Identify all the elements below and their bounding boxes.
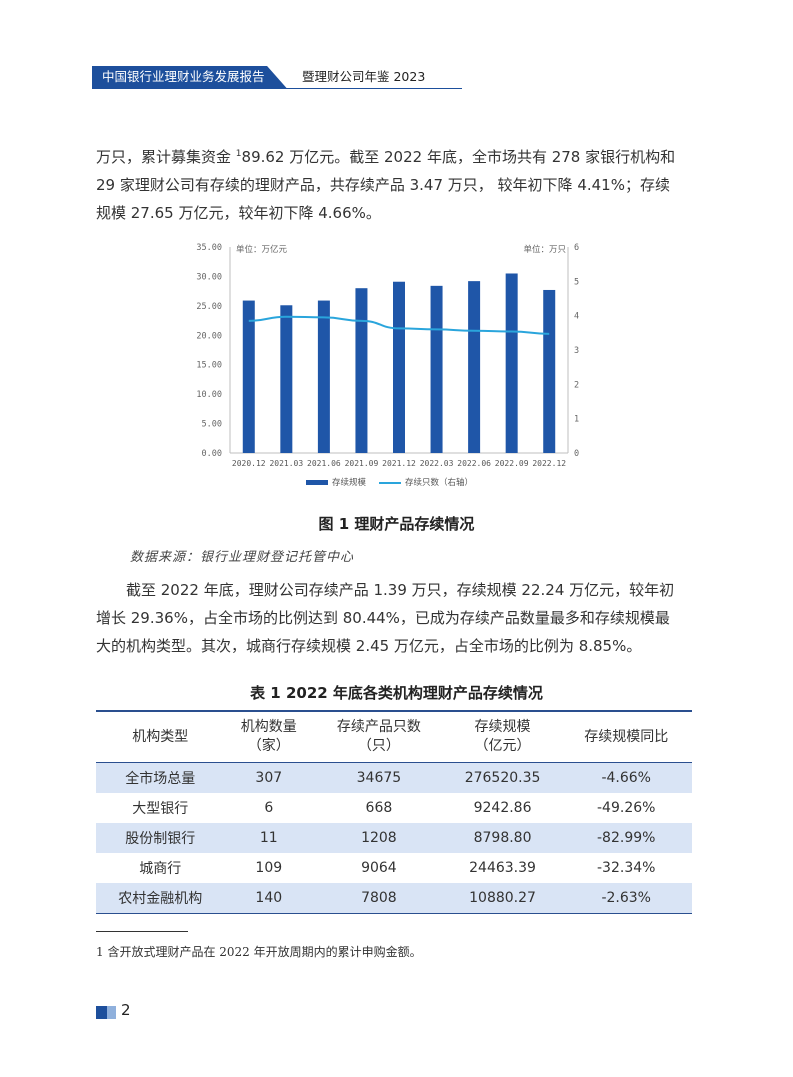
- bar: [317, 300, 330, 453]
- table-header-cell: 机构类型: [96, 710, 225, 763]
- table-cell: 8798.80: [444, 823, 561, 853]
- x-tick-label: 2020.12: [232, 459, 266, 468]
- table-header-cell: 存续规模 （亿元）: [444, 710, 561, 763]
- bar: [505, 273, 518, 453]
- x-tick-label: 2021.09: [345, 459, 379, 468]
- intro-paragraph: 万只，累计募集资金 189.62 万亿元。截至 2022 年底，全市场共有 27…: [96, 140, 696, 227]
- y-right-tick-label: 5: [574, 277, 579, 287]
- body-line-2: 增长 29.36%，占全市场的比例达到 80.44%，已成为存续产品数量最多和存…: [96, 609, 670, 627]
- bar: [543, 289, 556, 453]
- intro-line-1: 万只，累计募集资金 189.62 万亿元。截至 2022 年底，全市场共有 27…: [96, 148, 676, 166]
- figure-caption: 图 1 理财产品存续情况: [318, 515, 475, 533]
- report-subtitle: 暨理财公司年鉴 2023: [302, 69, 426, 84]
- x-tick-label: 2021.12: [382, 459, 416, 468]
- legend-label: 存续规模: [332, 477, 367, 488]
- table-header-cell: 存续规模同比: [560, 710, 692, 763]
- bar: [355, 288, 368, 453]
- y-left-tick-label: 30.00: [196, 272, 222, 282]
- x-tick-label: 2022.09: [495, 459, 529, 468]
- body-paragraph: 截至 2022 年底，理财公司存续产品 1.39 万只，存续规模 22.24 万…: [96, 576, 696, 660]
- table-cell: 股份制银行: [96, 823, 225, 853]
- table-cell: -4.66%: [560, 762, 692, 793]
- y-right-tick-label: 2: [574, 380, 579, 390]
- table-cell: -32.34%: [597, 860, 656, 876]
- data-source: 数据来源：银行业理财登记托管中心: [130, 550, 355, 565]
- table-cell: 668: [365, 800, 393, 816]
- y-right-tick-label: 3: [574, 346, 579, 356]
- table-row: 农村金融机构 140 7808 10880.27 -2.63%: [96, 883, 692, 914]
- legend-label: 存续只数（右轴）: [405, 477, 473, 488]
- table-cell: 大型银行: [132, 801, 189, 817]
- x-tick-label: 2022.06: [457, 459, 491, 468]
- y-left-tick-label: 0.00: [202, 449, 222, 459]
- y-left-tick-label: 20.00: [196, 331, 222, 341]
- intro-line-3: 规模 27.65 万亿元，较年初下降 4.66%。: [96, 204, 381, 222]
- table-cell: 6: [264, 800, 274, 816]
- table-cell: 109: [255, 860, 283, 876]
- y-left-tick-label: 35.00: [196, 243, 222, 253]
- y-right-tick-label: 6: [574, 243, 579, 253]
- table-cell: 307: [224, 762, 314, 793]
- series-line: [248, 315, 550, 335]
- table-cell: 城商行: [139, 861, 182, 877]
- table-row: 大型银行 6 668 9242.86 -49.26%: [96, 793, 692, 823]
- table-header-cell: 机构数量 （家）: [224, 710, 314, 763]
- y-right-tick-label: 4: [574, 312, 579, 322]
- y-left-tick-label: 5.00: [202, 420, 222, 430]
- x-tick-label: 2021.03: [269, 459, 303, 468]
- y-right-tick-label: 0: [574, 449, 579, 459]
- y-right-unit-label: 单位：万只: [523, 244, 566, 255]
- table-row: 股份制银行 11 1208 8798.80 -82.99%: [96, 823, 692, 853]
- table-cell: -2.63%: [560, 883, 692, 914]
- table-cell: 农村金融机构: [96, 883, 225, 914]
- institution-table: 机构类型 机构数量 （家） 存续产品只数 （只） 存续规模 （亿元） 存续规模同比 全市…: [96, 710, 692, 914]
- bar: [468, 281, 481, 453]
- table-row: 全市场总量 307 34675 276520.35 -4.66%: [96, 762, 692, 793]
- y-left-tick-label: 25.00: [196, 302, 222, 312]
- legend-swatch-bar: [306, 480, 328, 485]
- table-row: 城商行 109 9064 24463.39 -32.34%: [96, 853, 692, 883]
- table-cell: 1208: [313, 823, 445, 853]
- table-header-cell: 存续产品只数 （只）: [313, 710, 445, 763]
- table-cell: 10880.27: [444, 883, 561, 914]
- x-tick-label: 2022.12: [532, 459, 566, 468]
- page-marker: [96, 1006, 116, 1019]
- bar: [242, 300, 255, 453]
- table-cell: -82.99%: [560, 823, 692, 853]
- table-cell: 全市场总量: [96, 762, 225, 793]
- table-cell: -49.26%: [597, 800, 656, 816]
- footnote: 1 含开放式理财产品在 2022 年开放周期内的累计申购金额。: [96, 945, 422, 959]
- table-cell: 24463.39: [469, 860, 536, 876]
- y-left-tick-label: 10.00: [196, 390, 222, 400]
- table-cell: 140: [224, 883, 314, 914]
- y-left-unit-label: 单位：万亿元: [236, 244, 288, 255]
- page-header: 中国银行业理财业务发展报告 暨理财公司年鉴 2023: [92, 66, 462, 90]
- stock-chart: 0.00 5.00 10.00 15.00 20.00 25.00 30.00 35.00 0 1…: [196, 243, 579, 488]
- table-title: 表 1 2022 年底各类机构理财产品存续情况: [250, 684, 543, 702]
- x-tick-label: 2022.03: [420, 459, 454, 468]
- bar: [280, 305, 293, 453]
- table-cell: 34675: [313, 762, 445, 793]
- table-header-row: 机构类型 机构数量 （家） 存续产品只数 （只） 存续规模 （亿元） 存续规模同比: [96, 710, 692, 763]
- table-cell: 276520.35: [444, 762, 561, 793]
- header-rule: [92, 88, 462, 89]
- footnote-rule: [96, 931, 188, 932]
- table-cell: 9242.86: [473, 800, 532, 816]
- bar: [393, 281, 405, 453]
- table-cell: 7808: [313, 883, 445, 914]
- report-title: 中国银行业理财业务发展报告: [92, 66, 287, 88]
- x-tick-label: 2021.06: [307, 459, 341, 468]
- page-number: 2: [121, 1001, 131, 1019]
- bar: [430, 285, 443, 453]
- y-left-tick-label: 15.00: [196, 361, 222, 371]
- footnote-ref[interactable]: 1: [235, 149, 242, 159]
- y-right-tick-label: 1: [574, 415, 579, 425]
- table-cell: 11: [224, 823, 314, 853]
- intro-line-2: 29 家理财公司有存续的理财产品，共存续产品 3.47 万只， 较年初下降 4.…: [96, 176, 670, 194]
- body-line-1: 截至 2022 年底，理财公司存续产品 1.39 万只，存续规模 22.24 万…: [126, 581, 675, 599]
- body-line-3: 大的机构类型。其次，城商行存续规模 2.45 万亿元，占全市场的比例为 8.85…: [96, 637, 642, 655]
- table-cell: 9064: [361, 860, 397, 876]
